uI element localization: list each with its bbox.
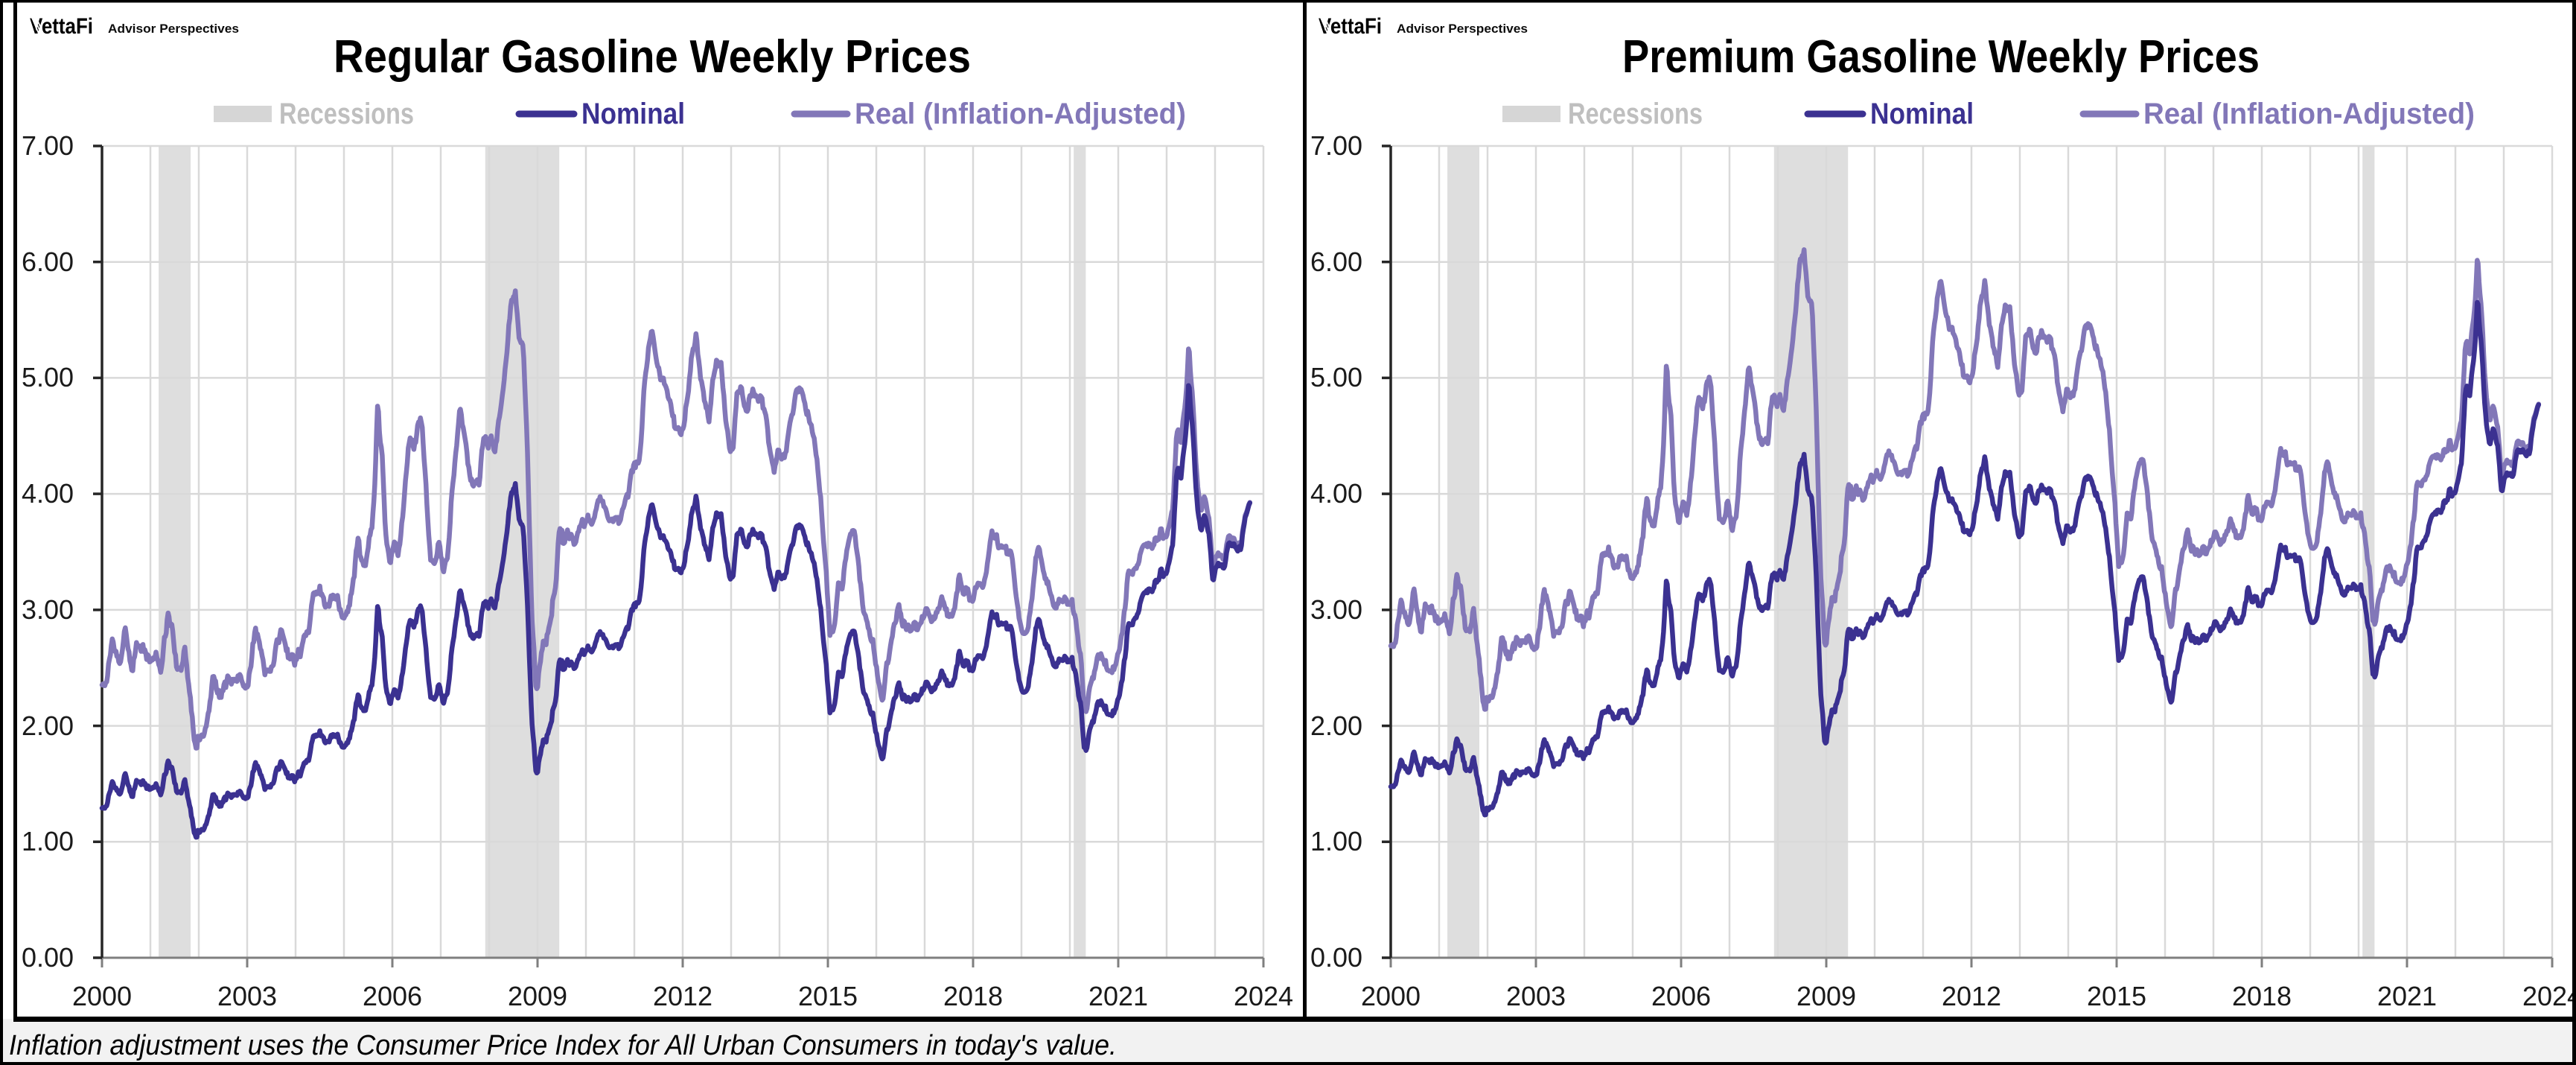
svg-text:5.00: 5.00 [22, 362, 74, 392]
svg-text:4.00: 4.00 [1310, 478, 1362, 509]
svg-text:VettaFi: VettaFi [30, 14, 93, 39]
svg-text:2009: 2009 [1796, 981, 1856, 1011]
svg-text:2015: 2015 [2087, 981, 2146, 1011]
svg-text:Recessions: Recessions [279, 98, 414, 130]
svg-text:Inflation adjustment uses the: Inflation adjustment uses the Consumer P… [9, 1030, 1117, 1061]
svg-text:4.00: 4.00 [22, 478, 74, 509]
svg-text:Nominal: Nominal [581, 98, 685, 130]
svg-text:2003: 2003 [217, 981, 277, 1011]
svg-text:2012: 2012 [1942, 981, 2001, 1011]
svg-text:6.00: 6.00 [22, 247, 74, 277]
svg-text:2.00: 2.00 [1310, 710, 1362, 741]
svg-text:Recessions: Recessions [1568, 98, 1703, 130]
svg-text:Nominal: Nominal [1870, 98, 1974, 130]
svg-text:VettaFi: VettaFi [1319, 14, 1382, 39]
svg-text:Real (Inflation-Adjusted): Real (Inflation-Adjusted) [855, 98, 1186, 130]
svg-text:1.00: 1.00 [22, 826, 74, 856]
svg-text:2006: 2006 [363, 981, 422, 1011]
svg-text:2024: 2024 [1234, 981, 1293, 1011]
svg-text:7.00: 7.00 [22, 130, 74, 161]
svg-text:3.00: 3.00 [1310, 594, 1362, 625]
svg-text:2006: 2006 [1651, 981, 1711, 1011]
svg-text:2015: 2015 [798, 981, 858, 1011]
svg-text:2021: 2021 [2377, 981, 2437, 1011]
svg-text:2000: 2000 [1361, 981, 1421, 1011]
svg-text:2018: 2018 [2232, 981, 2292, 1011]
svg-text:Real (Inflation-Adjusted): Real (Inflation-Adjusted) [2143, 98, 2475, 130]
svg-text:2018: 2018 [943, 981, 1003, 1011]
svg-text:2024: 2024 [2522, 981, 2576, 1011]
svg-text:2012: 2012 [653, 981, 712, 1011]
svg-text:2009: 2009 [508, 981, 567, 1011]
svg-text:2.00: 2.00 [22, 710, 74, 741]
svg-text:Advisor Perspectives: Advisor Perspectives [108, 22, 239, 36]
svg-text:Advisor Perspectives: Advisor Perspectives [1397, 22, 1528, 36]
svg-text:7.00: 7.00 [1310, 130, 1362, 161]
svg-text:2003: 2003 [1506, 981, 1566, 1011]
svg-text:2000: 2000 [72, 981, 132, 1011]
svg-text:0.00: 0.00 [22, 942, 74, 973]
svg-text:3.00: 3.00 [22, 594, 74, 625]
svg-text:2021: 2021 [1088, 981, 1148, 1011]
svg-text:1.00: 1.00 [1310, 826, 1362, 856]
svg-text:Premium Gasoline Weekly Prices: Premium Gasoline Weekly Prices [1622, 31, 2260, 83]
svg-text:0.00: 0.00 [1310, 942, 1362, 973]
svg-text:Regular Gasoline Weekly Prices: Regular Gasoline Weekly Prices [334, 31, 971, 83]
svg-text:6.00: 6.00 [1310, 247, 1362, 277]
svg-text:5.00: 5.00 [1310, 362, 1362, 392]
